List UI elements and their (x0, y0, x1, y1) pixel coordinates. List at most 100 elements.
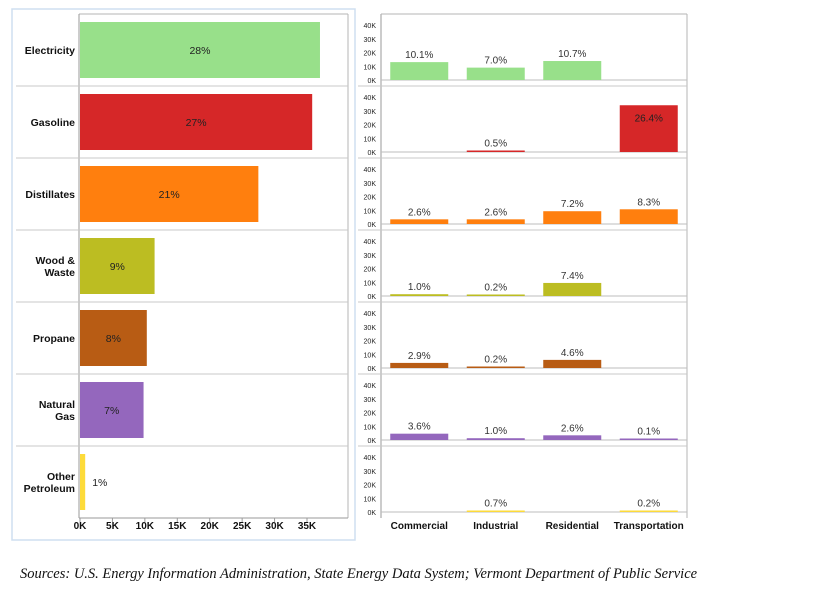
category-label-gasoline: Gasoline (31, 117, 76, 129)
panel-label-electricity-commercial: 10.1% (405, 50, 433, 61)
x-category-label-transportation: Transportation (614, 521, 684, 532)
x-tick-label-30k: 30K (265, 521, 284, 532)
y-tick-label-40k: 40K (364, 239, 377, 246)
panel-label-wood-waste-industrial: 0.2% (484, 283, 507, 294)
y-tick-label-0k: 0K (367, 78, 376, 85)
panel-label-other-petroleum-industrial: 0.7% (484, 499, 507, 510)
panel-bar-electricity-commercial (390, 62, 449, 80)
y-tick-label-20k: 20K (364, 339, 377, 346)
data-label-electricity: 28% (189, 45, 210, 57)
source-note: Sources: U.S. Energy Information Adminis… (20, 566, 698, 582)
y-tick-label-0k: 0K (367, 294, 376, 301)
y-tick-label-30k: 30K (364, 325, 377, 332)
category-label-distillates: Distillates (25, 189, 75, 201)
y-tick-label-40k: 40K (364, 23, 377, 30)
bar-wood-waste (80, 238, 155, 294)
y-tick-label-0k: 0K (367, 222, 376, 229)
panel-label-distillates-transportation: 8.3% (637, 197, 660, 208)
category-label-wood-waste: Wood & Waste (36, 255, 76, 279)
y-tick-label-40k: 40K (364, 95, 377, 102)
panel-bar-natural-gas-transportation (619, 438, 678, 440)
y-tick-label-20k: 20K (364, 483, 377, 490)
panel-bar-propane-commercial (390, 362, 449, 368)
panel-bar-distillates-residential (543, 211, 602, 224)
bar-electricity (80, 22, 320, 78)
panel-bar-natural-gas-commercial (390, 433, 449, 440)
x-tick-label-35k: 35K (298, 521, 317, 532)
panel-label-electricity-residential: 10.7% (558, 49, 586, 60)
bar-distillates (80, 166, 259, 222)
category-label-natural-gas: Natural Gas (39, 399, 75, 423)
data-label-gasoline: 27% (186, 117, 207, 129)
x-tick-label-25k: 25K (233, 521, 252, 532)
panel-label-gasoline-industrial: 0.5% (484, 139, 507, 150)
x-category-label-residential: Residential (546, 521, 600, 532)
panel-bar-wood-waste-residential (543, 282, 602, 296)
panel-label-propane-commercial: 2.9% (408, 351, 431, 362)
panel-bar-other-petroleum-industrial (466, 510, 525, 512)
panel-bar-distillates-industrial (466, 219, 525, 224)
y-tick-label-10k: 10K (364, 496, 377, 503)
panel-label-natural-gas-transportation: 0.1% (637, 427, 660, 438)
panel-label-other-petroleum-transportation: 0.2% (637, 499, 660, 510)
bar-gasoline (80, 94, 313, 150)
y-tick-label-10k: 10K (364, 208, 377, 215)
x-tick-label-15k: 15K (168, 521, 187, 532)
data-label-distillates: 21% (159, 189, 180, 201)
y-tick-label-30k: 30K (364, 469, 377, 476)
y-tick-label-40k: 40K (364, 167, 377, 174)
panel-label-natural-gas-industrial: 1.0% (484, 426, 507, 437)
y-tick-label-0k: 0K (367, 510, 376, 517)
panel-bar-propane-residential (543, 359, 602, 368)
panel-label-gasoline-transportation: 26.4% (635, 113, 663, 124)
energy-consumption-chart: Electricity 28% Gasoline 27% Distillates 21% W… (11, 8, 688, 541)
x-tick-label-10k: 10K (136, 521, 155, 532)
panel-label-natural-gas-residential: 2.6% (561, 423, 584, 434)
x-tick-label-20k: 20K (201, 521, 220, 532)
panel-label-distillates-commercial: 2.6% (408, 207, 431, 218)
category-label-other-petroleum: Other Petroleum (24, 471, 75, 495)
x-tick-label-5k: 5K (106, 521, 120, 532)
category-label-electricity: Electricity (25, 45, 75, 57)
y-tick-label-10k: 10K (364, 64, 377, 71)
y-tick-label-20k: 20K (364, 195, 377, 202)
bar-natural-gas (80, 382, 144, 438)
x-tick-label-0k: 0K (74, 521, 88, 532)
y-tick-label-10k: 10K (364, 136, 377, 143)
panel-bar-wood-waste-commercial (390, 294, 449, 296)
y-tick-label-30k: 30K (364, 253, 377, 260)
bar-propane (80, 310, 147, 366)
panel-label-natural-gas-commercial: 3.6% (408, 422, 431, 433)
panel-bar-wood-waste-industrial (466, 294, 525, 296)
panel-bar-natural-gas-residential (543, 435, 602, 440)
y-tick-label-20k: 20K (364, 123, 377, 130)
category-label-propane: Propane (33, 333, 75, 345)
bar-other-petroleum (80, 454, 86, 510)
y-tick-label-0k: 0K (367, 366, 376, 373)
y-tick-label-20k: 20K (364, 411, 377, 418)
panel-label-distillates-residential: 7.2% (561, 199, 584, 210)
data-label-propane: 8% (106, 333, 121, 345)
panel-bar-electricity-residential (543, 61, 602, 80)
data-label-wood-waste: 9% (110, 261, 125, 273)
panel-label-propane-industrial: 0.2% (484, 355, 507, 366)
y-tick-label-40k: 40K (364, 455, 377, 462)
y-tick-label-0k: 0K (367, 150, 376, 157)
panel-bar-distillates-transportation (619, 209, 678, 224)
x-category-label-industrial: Industrial (473, 521, 518, 532)
panel-bar-gasoline-industrial (466, 150, 525, 152)
y-tick-label-10k: 10K (364, 352, 377, 359)
panel-bar-gasoline-transportation (619, 105, 678, 152)
panel-label-wood-waste-residential: 7.4% (561, 271, 584, 282)
panel-label-propane-residential: 4.6% (561, 348, 584, 359)
y-tick-label-10k: 10K (364, 280, 377, 287)
y-tick-label-20k: 20K (364, 51, 377, 58)
x-category-label-commercial: Commercial (391, 521, 448, 532)
left-panel-frame (11, 8, 356, 541)
y-tick-label-20k: 20K (364, 267, 377, 274)
y-tick-label-10k: 10K (364, 424, 377, 431)
data-label-natural-gas: 7% (104, 405, 119, 417)
panel-bar-natural-gas-industrial (466, 438, 525, 440)
data-label-other-petroleum: 1% (92, 477, 107, 489)
panel-bar-electricity-industrial (466, 67, 525, 80)
